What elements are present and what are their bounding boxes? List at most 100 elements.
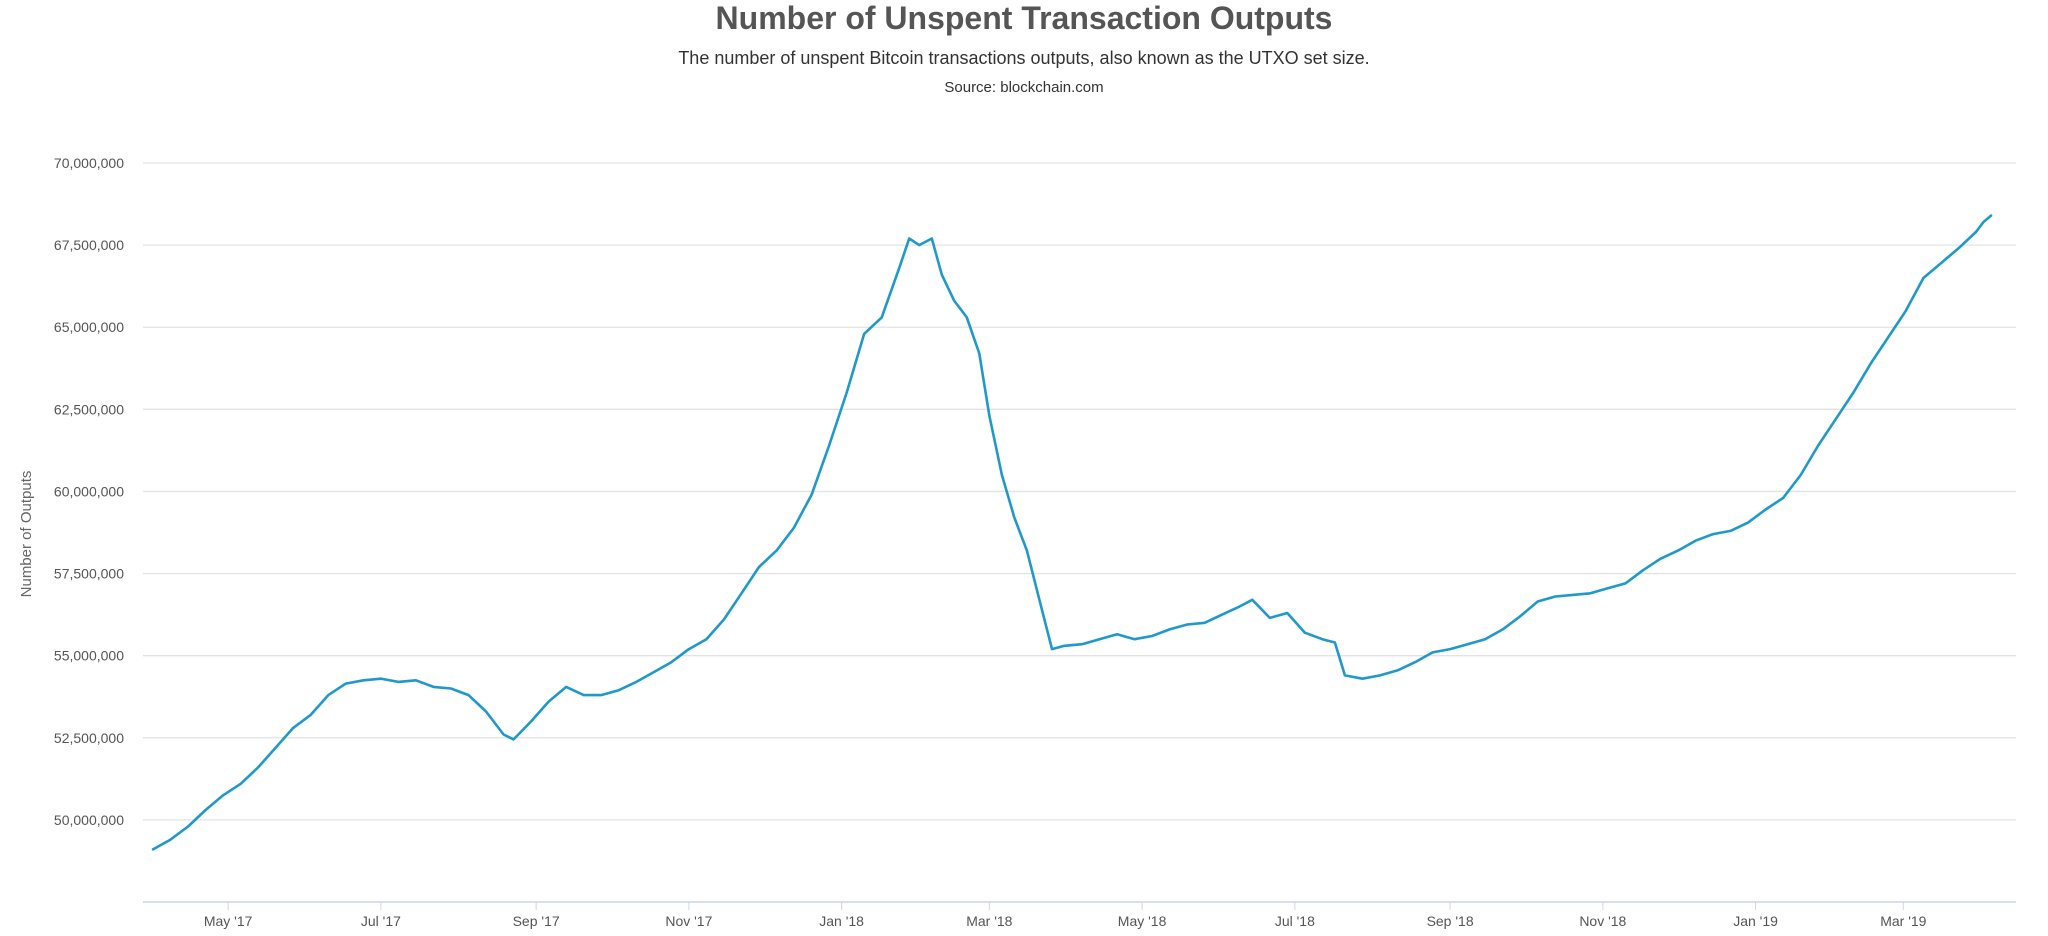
series-layer	[151, 214, 1993, 851]
data-point	[1519, 615, 1521, 617]
data-point	[635, 681, 637, 683]
data-point	[881, 316, 883, 318]
data-point	[918, 244, 920, 246]
data-point	[1361, 678, 1364, 680]
data-point	[1975, 231, 1977, 233]
series-line	[151, 214, 1993, 851]
data-point	[1344, 674, 1346, 677]
data-point	[1286, 612, 1288, 614]
data-point	[1940, 262, 1942, 264]
y-tick-label: 67,500,000	[54, 237, 124, 253]
data-point	[793, 527, 795, 529]
data-point	[187, 825, 189, 828]
data-point	[222, 794, 224, 796]
data-point	[1922, 277, 1924, 279]
data-point	[1852, 392, 1854, 394]
data-point	[503, 733, 505, 736]
x-tick-label: Jan '18	[819, 913, 864, 929]
data-point	[1038, 599, 1040, 601]
x-axis: May '17 Jul '17 Sep '17 Nov '17 Jan '18 Mar '…	[143, 901, 2016, 929]
data-point	[1449, 648, 1451, 650]
data-point	[1169, 628, 1171, 631]
data-point	[1589, 592, 1591, 594]
data-point	[1251, 599, 1253, 601]
data-point	[1835, 418, 1837, 420]
x-tick-label: Sep '17	[513, 913, 560, 929]
data-point	[653, 671, 655, 673]
data-point	[705, 638, 708, 640]
data-point	[1151, 635, 1153, 637]
y-tick-label: 60,000,000	[54, 483, 124, 499]
data-point	[1321, 638, 1323, 640]
data-point	[1334, 641, 1336, 644]
data-point	[1957, 247, 1959, 249]
data-point	[618, 689, 620, 691]
data-point	[565, 686, 567, 688]
grid-lines	[143, 162, 2016, 821]
data-point	[380, 678, 382, 680]
x-tick-label: Jul '17	[361, 913, 401, 929]
data-point	[1502, 628, 1504, 631]
data-point	[1554, 595, 1556, 598]
data-point	[1747, 522, 1749, 524]
data-point	[1414, 661, 1416, 663]
data-point	[863, 333, 865, 335]
data-point	[941, 274, 943, 276]
series-points	[152, 215, 1992, 851]
data-point	[327, 694, 329, 696]
data-point	[1729, 530, 1732, 532]
y-axis: 50,000,000 52,500,000 55,000,000 57,500,000…	[54, 155, 124, 828]
data-point	[1624, 582, 1626, 585]
data-point	[275, 747, 277, 749]
data-point	[548, 701, 550, 703]
data-point	[1712, 533, 1714, 535]
data-point	[1379, 674, 1381, 677]
data-point	[1051, 648, 1053, 650]
y-tick-label: 62,500,000	[54, 401, 124, 417]
data-point	[450, 687, 452, 690]
data-point	[292, 727, 294, 729]
data-point	[1001, 474, 1003, 476]
data-point	[1642, 569, 1644, 571]
data-point	[1659, 558, 1661, 560]
data-point	[1304, 632, 1306, 634]
data-point	[1081, 643, 1083, 645]
data-point	[688, 648, 690, 650]
y-tick-label: 70,000,000	[54, 155, 124, 171]
data-point	[1116, 633, 1118, 635]
data-point	[345, 683, 347, 685]
data-point	[1186, 623, 1188, 626]
x-tick-label: May '18	[1118, 913, 1167, 929]
y-tick-label: 65,000,000	[54, 319, 124, 335]
data-point	[362, 679, 364, 681]
data-point	[467, 694, 470, 696]
y-tick-label: 52,500,000	[54, 730, 124, 746]
data-point	[775, 550, 778, 552]
data-point	[485, 710, 487, 713]
data-point	[240, 783, 242, 785]
data-point	[1677, 550, 1679, 552]
data-point	[600, 694, 602, 696]
data-point	[1134, 638, 1136, 640]
data-point	[670, 661, 672, 663]
y-axis-label: Number of Outputs	[18, 471, 35, 598]
data-point	[152, 848, 154, 851]
data-point	[1982, 221, 1984, 223]
data-point	[723, 618, 725, 621]
x-tick-label: May '17	[204, 913, 253, 929]
chart-source: Source: blockchain.com	[944, 79, 1104, 96]
data-point	[169, 839, 172, 841]
data-point	[898, 267, 900, 269]
data-point	[1396, 669, 1399, 672]
data-point	[1063, 645, 1066, 647]
data-point	[1484, 638, 1486, 640]
data-point	[978, 352, 980, 355]
data-point	[1800, 474, 1802, 476]
data-point	[205, 809, 207, 811]
data-point	[1887, 336, 1889, 338]
y-tick-label: 57,500,000	[54, 566, 124, 582]
data-point	[310, 714, 312, 716]
data-point	[1607, 587, 1609, 589]
data-point	[1537, 600, 1539, 603]
x-tick-label: Nov '18	[1579, 913, 1626, 929]
